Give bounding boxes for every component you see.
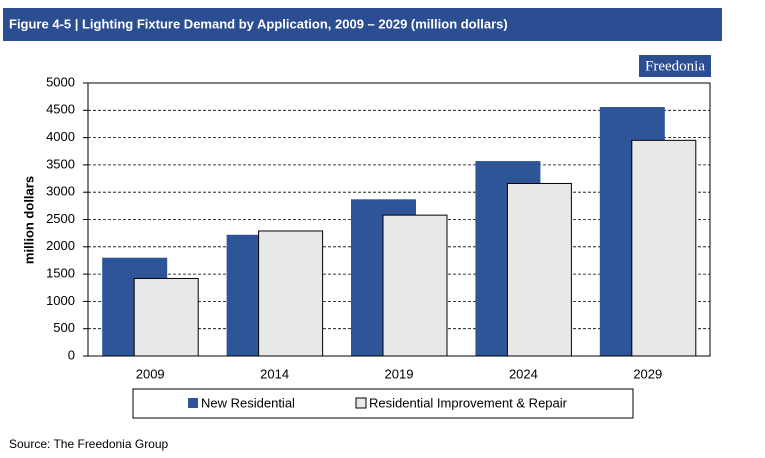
y-tick-label: 2000: [46, 238, 75, 253]
bar: [382, 214, 448, 357]
x-tick-label: 2014: [260, 366, 289, 381]
x-tick-label: 2029: [633, 366, 662, 381]
y-tick-label: 1000: [46, 293, 75, 308]
x-tick-label: 2019: [385, 366, 414, 381]
x-tick-label: 2009: [136, 366, 165, 381]
legend-label: New Residential: [201, 395, 295, 410]
legend-swatch: [355, 397, 367, 409]
y-tick-label: 3000: [46, 184, 75, 199]
logo: Freedonia: [645, 58, 705, 74]
y-tick-label: 5000: [46, 74, 75, 89]
source: Source: The Freedonia Group: [9, 437, 169, 451]
chart-title: Figure 4-5 | Lighting Fixture Demand by …: [9, 16, 508, 31]
y-tick-label: 500: [53, 320, 75, 335]
logo-box: [639, 55, 711, 77]
bar: [258, 230, 324, 357]
y-tick-label: 2500: [46, 211, 75, 226]
y-tick-label: 4500: [46, 102, 75, 117]
title-bar: [3, 8, 722, 41]
legend-swatch: [188, 398, 198, 408]
bar: [631, 139, 697, 357]
y-tick-label: 1500: [46, 266, 75, 281]
plot-border: [87, 82, 711, 357]
y-axis-label: million dollars: [21, 176, 36, 264]
bar: [506, 182, 572, 357]
legend-label: Residential Improvement & Repair: [369, 395, 568, 410]
y-tick-label: 4000: [46, 129, 75, 144]
bar: [133, 277, 199, 357]
x-tick-label: 2024: [509, 366, 538, 381]
y-tick-label: 3500: [46, 156, 75, 171]
legend-box: [132, 388, 634, 419]
y-tick-label: 0: [68, 347, 75, 362]
